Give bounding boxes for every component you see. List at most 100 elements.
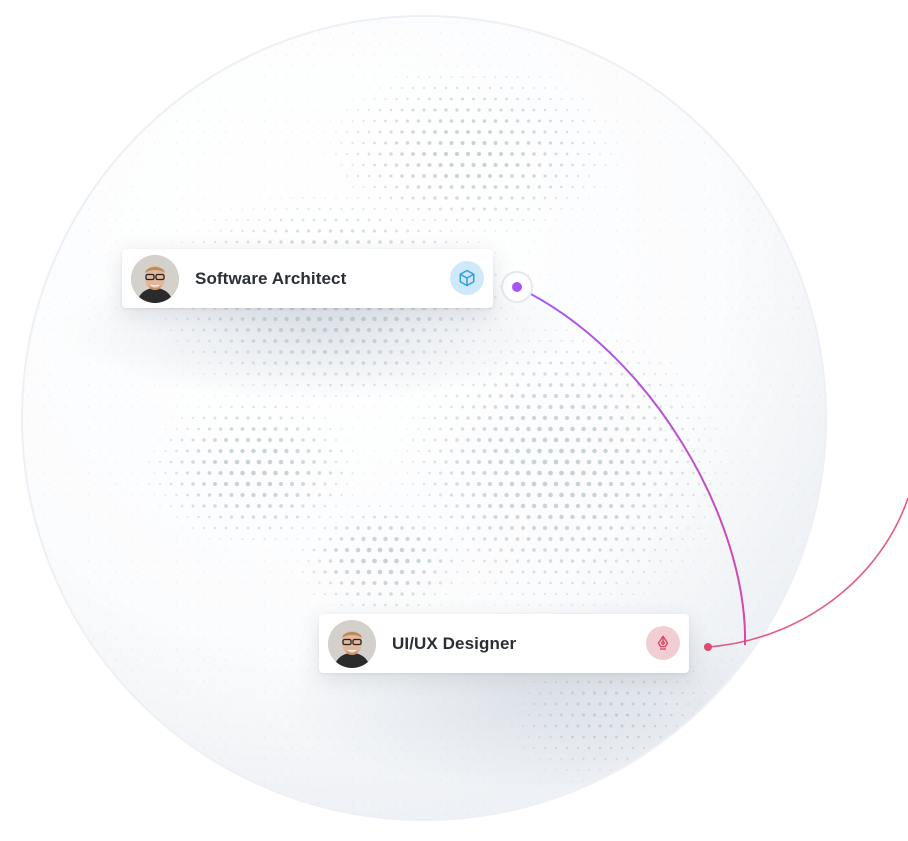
- globe-dot: [692, 626, 695, 628]
- globe-dot: [521, 394, 525, 398]
- globe-dot: [439, 361, 442, 365]
- globe-dot: [323, 218, 327, 222]
- globe-dot: [791, 340, 794, 342]
- globe-dot: [559, 404, 564, 410]
- globe-dot: [383, 558, 388, 564]
- globe-dot: [659, 582, 662, 584]
- globe-dot: [295, 427, 300, 431]
- globe-dot: [509, 459, 515, 465]
- globe-dot: [643, 307, 645, 309]
- globe-dot: [427, 537, 432, 541]
- globe-dot: [681, 604, 684, 606]
- globe-dot: [654, 131, 656, 133]
- globe-dot: [509, 481, 515, 487]
- globe-dot: [389, 350, 393, 354]
- globe-dot: [521, 152, 525, 156]
- globe-dot: [725, 230, 728, 232]
- globe-dot: [296, 780, 299, 782]
- globe-dot: [153, 340, 156, 342]
- globe-dot: [208, 208, 211, 210]
- globe-dot: [126, 505, 128, 507]
- globe-dot: [531, 525, 537, 531]
- globe-dot: [340, 406, 343, 408]
- globe-dot: [230, 405, 233, 409]
- card-software-architect[interactable]: Software Architect: [122, 249, 493, 308]
- globe-dot: [373, 494, 376, 496]
- globe-dot: [720, 483, 722, 485]
- globe-dot: [390, 395, 392, 397]
- globe-dot: [471, 515, 476, 519]
- globe-dot: [251, 427, 256, 431]
- globe-dot: [603, 448, 608, 454]
- globe-dot: [499, 152, 503, 156]
- globe-dot: [234, 459, 240, 465]
- globe-dot: [412, 417, 414, 419]
- card-ui-ux-designer[interactable]: UI/UX Designer: [319, 614, 689, 673]
- globe-dot: [599, 109, 601, 111]
- globe-dot: [619, 459, 625, 465]
- globe-dot: [170, 131, 172, 133]
- globe-dot: [483, 54, 486, 56]
- globe-dot: [467, 43, 469, 45]
- globe-dot: [416, 185, 421, 189]
- globe-dot: [170, 615, 172, 617]
- globe-dot: [450, 581, 453, 585]
- globe-dot: [153, 604, 156, 606]
- globe-dot: [676, 131, 678, 133]
- globe-dot: [692, 560, 695, 562]
- globe-dot: [505, 318, 508, 320]
- globe-dot: [443, 151, 449, 157]
- globe-dot: [104, 417, 106, 419]
- globe-dot: [224, 328, 228, 332]
- globe-dot: [240, 492, 245, 498]
- globe-dot: [335, 87, 337, 89]
- globe-dot: [126, 153, 128, 155]
- globe-dot: [598, 350, 602, 354]
- globe-dot: [698, 373, 700, 375]
- globe-dot: [109, 274, 112, 276]
- globe-dot: [575, 503, 581, 509]
- globe-dot: [219, 339, 222, 343]
- globe-dot: [192, 527, 194, 529]
- globe-dot: [477, 548, 481, 552]
- globe-dot: [439, 54, 442, 56]
- globe-dot: [780, 494, 783, 496]
- globe-dot: [720, 219, 722, 221]
- globe-dot: [515, 492, 520, 498]
- globe-dot: [648, 120, 651, 122]
- globe-dot: [466, 372, 470, 376]
- globe-dot: [609, 372, 613, 376]
- globe-dot: [148, 241, 150, 243]
- globe-dot: [115, 351, 117, 353]
- globe-dot: [511, 703, 513, 705]
- globe-dot: [676, 307, 678, 309]
- globe-dot: [592, 537, 597, 541]
- globe-dot: [445, 21, 447, 23]
- globe-dot: [527, 581, 530, 585]
- globe-dot: [609, 570, 613, 574]
- globe-dot: [467, 791, 469, 793]
- globe-dot: [460, 471, 465, 475]
- globe-dot: [159, 659, 161, 661]
- globe-dot: [394, 558, 399, 564]
- globe-dot: [608, 503, 614, 509]
- globe-dot: [104, 175, 106, 177]
- globe-dot: [559, 537, 564, 541]
- globe-dot: [450, 361, 453, 365]
- globe-dot: [225, 703, 227, 705]
- globe-dot: [433, 372, 437, 376]
- globe-dot: [170, 241, 172, 243]
- globe-dot: [571, 735, 574, 739]
- globe-dot: [323, 460, 327, 464]
- globe-dot: [626, 559, 629, 563]
- globe-dot: [510, 152, 514, 156]
- globe-dot: [487, 481, 493, 487]
- globe-dot: [643, 263, 645, 265]
- globe-dot: [373, 736, 376, 738]
- globe-dot: [368, 43, 370, 45]
- globe-dot: [247, 769, 249, 771]
- globe-dot: [104, 197, 106, 199]
- globe-dot: [148, 571, 150, 573]
- globe-dot: [433, 482, 437, 486]
- globe-dot: [725, 494, 728, 496]
